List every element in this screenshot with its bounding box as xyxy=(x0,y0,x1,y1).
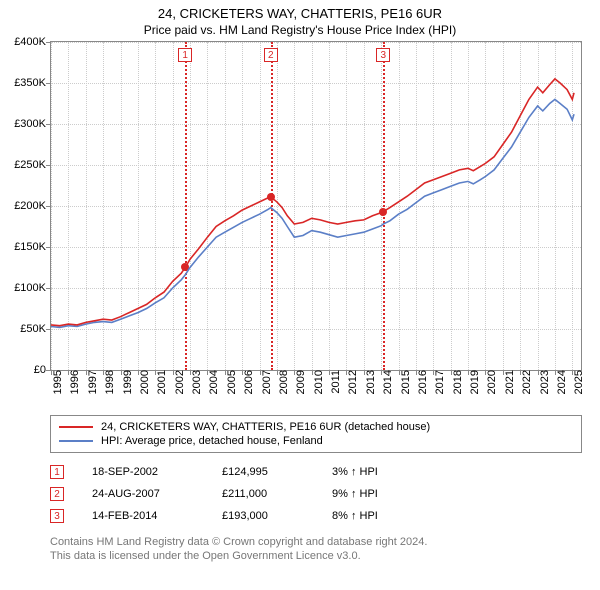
x-axis-label: 2006 xyxy=(238,370,255,394)
x-axis-label: 2012 xyxy=(342,370,359,394)
legend-swatch xyxy=(59,426,93,428)
sale-row: 1 18-SEP-2002£124,9953% ↑ HPI xyxy=(50,461,582,483)
x-axis-label: 2017 xyxy=(429,370,446,394)
y-axis-label: £250K xyxy=(14,159,51,171)
sale-index-badge: 3 xyxy=(50,509,64,523)
x-axis-label: 2009 xyxy=(290,370,307,394)
y-axis-label: £150K xyxy=(14,241,51,253)
x-axis-label: 2020 xyxy=(481,370,498,394)
x-axis-label: 1995 xyxy=(47,370,64,394)
x-axis-label: 2021 xyxy=(499,370,516,394)
x-axis-label: 2019 xyxy=(464,370,481,394)
x-axis-label: 2002 xyxy=(169,370,186,394)
sale-row: 3 14-FEB-2014£193,0008% ↑ HPI xyxy=(50,505,582,527)
x-axis-label: 2013 xyxy=(360,370,377,394)
x-axis-label: 1996 xyxy=(64,370,81,394)
x-axis-label: 1998 xyxy=(99,370,116,394)
x-axis-label: 2011 xyxy=(325,370,342,394)
footer-line: Contains HM Land Registry data © Crown c… xyxy=(50,535,582,549)
x-axis-label: 2015 xyxy=(395,370,412,394)
x-axis-label: 2016 xyxy=(412,370,429,394)
chart-title: 24, CRICKETERS WAY, CHATTERIS, PE16 6UR xyxy=(0,0,600,23)
sale-date: 14-FEB-2014 xyxy=(92,510,222,522)
x-axis-label: 2014 xyxy=(377,370,394,394)
sale-vs-hpi: 3% ↑ HPI xyxy=(332,466,378,478)
sales-table: 1 18-SEP-2002£124,9953% ↑ HPI 2 24-AUG-2007… xyxy=(50,461,582,527)
sale-index-badge: 2 xyxy=(50,487,64,501)
legend-swatch xyxy=(59,440,93,442)
footer-line: This data is licensed under the Open Gov… xyxy=(50,549,582,563)
x-axis-label: 2008 xyxy=(273,370,290,394)
sale-row: 2 24-AUG-2007£211,0009% ↑ HPI xyxy=(50,483,582,505)
sale-price: £124,995 xyxy=(222,466,332,478)
x-axis-label: 2018 xyxy=(447,370,464,394)
series-price_paid xyxy=(51,79,574,326)
legend-item: 24, CRICKETERS WAY, CHATTERIS, PE16 6UR … xyxy=(59,420,573,434)
sale-vs-hpi: 9% ↑ HPI xyxy=(332,488,378,500)
y-axis-label: £50K xyxy=(20,323,51,335)
sale-index-badge: 1 xyxy=(50,465,64,479)
legend-label: 24, CRICKETERS WAY, CHATTERIS, PE16 6UR … xyxy=(101,421,430,433)
x-axis-label: 2007 xyxy=(256,370,273,394)
sale-vs-hpi: 8% ↑ HPI xyxy=(332,510,378,522)
series-hpi xyxy=(51,99,574,327)
x-axis-label: 1999 xyxy=(117,370,134,394)
y-axis-label: £350K xyxy=(14,77,51,89)
footer-attribution: Contains HM Land Registry data © Crown c… xyxy=(50,535,582,564)
legend: 24, CRICKETERS WAY, CHATTERIS, PE16 6UR … xyxy=(50,415,582,453)
plot-area: £0£50K£100K£150K£200K£250K£300K£350K£400… xyxy=(50,41,582,371)
sale-date: 18-SEP-2002 xyxy=(92,466,222,478)
legend-item: HPI: Average price, detached house, Fenl… xyxy=(59,434,573,448)
x-axis-label: 2025 xyxy=(568,370,585,394)
sale-price: £211,000 xyxy=(222,488,332,500)
x-axis-label: 2003 xyxy=(186,370,203,394)
sale-date: 24-AUG-2007 xyxy=(92,488,222,500)
y-axis-label: £200K xyxy=(14,200,51,212)
chart-container: 24, CRICKETERS WAY, CHATTERIS, PE16 6UR … xyxy=(0,0,600,590)
x-axis-label: 2010 xyxy=(308,370,325,394)
x-axis-label: 1997 xyxy=(82,370,99,394)
y-axis-label: £300K xyxy=(14,118,51,130)
line-series-layer xyxy=(51,42,581,370)
x-axis-label: 2000 xyxy=(134,370,151,394)
x-axis-label: 2022 xyxy=(516,370,533,394)
legend-label: HPI: Average price, detached house, Fenl… xyxy=(101,435,323,447)
x-axis-label: 2004 xyxy=(203,370,220,394)
x-axis-label: 2023 xyxy=(534,370,551,394)
chart-subtitle: Price paid vs. HM Land Registry's House … xyxy=(0,23,600,41)
y-axis-label: £100K xyxy=(14,282,51,294)
x-axis-label: 2001 xyxy=(151,370,168,394)
y-axis-label: £400K xyxy=(14,36,51,48)
sale-price: £193,000 xyxy=(222,510,332,522)
x-axis-label: 2005 xyxy=(221,370,238,394)
x-axis-label: 2024 xyxy=(551,370,568,394)
